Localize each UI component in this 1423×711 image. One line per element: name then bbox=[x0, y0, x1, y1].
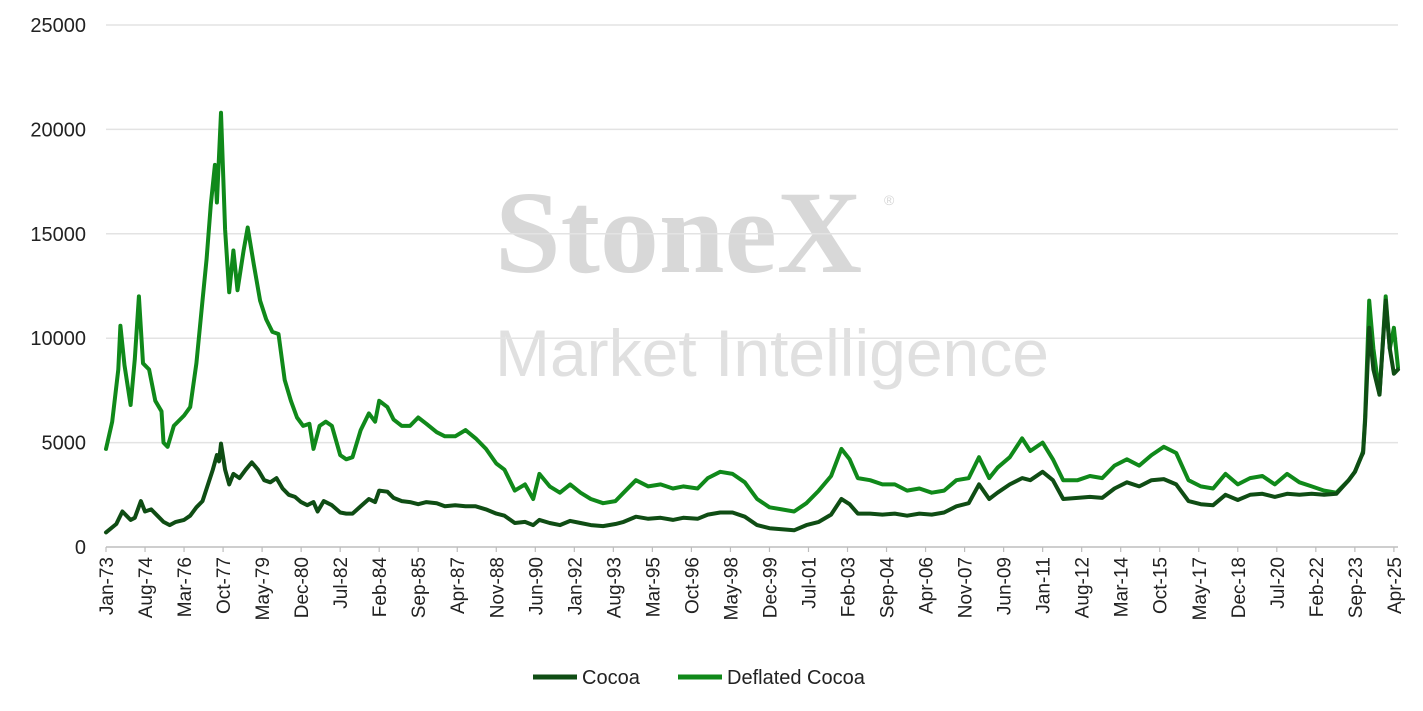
x-tick-label: Oct-96 bbox=[682, 557, 703, 614]
series-line-cocoa bbox=[104, 298, 1400, 535]
legend: Cocoa Deflated Cocoa bbox=[533, 667, 866, 689]
y-tick-label: 10000 bbox=[30, 328, 86, 350]
x-tick-label: Jul-01 bbox=[799, 557, 820, 609]
x-tick-label: Mar-76 bbox=[175, 557, 196, 617]
x-tick-label: Mar-95 bbox=[643, 557, 664, 617]
x-tick-label: May-79 bbox=[253, 557, 274, 620]
y-tick-label: 5000 bbox=[42, 433, 87, 455]
legend-label: Deflated Cocoa bbox=[727, 667, 866, 689]
x-tick-label: Nov-88 bbox=[487, 557, 508, 618]
x-tick-label: Feb-22 bbox=[1307, 557, 1328, 617]
x-tick-label: Jul-82 bbox=[331, 557, 352, 609]
x-tick-label: Jan-11 bbox=[1034, 557, 1055, 614]
legend-label: Cocoa bbox=[582, 667, 641, 689]
x-tick-label: Aug-12 bbox=[1073, 557, 1094, 618]
x-tick-label: Apr-25 bbox=[1385, 557, 1406, 614]
x-tick-label: Dec-18 bbox=[1229, 557, 1250, 618]
y-tick-label: 25000 bbox=[30, 15, 86, 37]
watermark-registered: ® bbox=[884, 192, 895, 208]
x-tick-label: Oct-77 bbox=[214, 557, 235, 614]
x-tick-label: Sep-85 bbox=[409, 557, 430, 618]
gridlines bbox=[106, 24, 1398, 444]
watermark-subtitle: Market Intelligence bbox=[495, 316, 1049, 390]
x-tick-label: Oct-15 bbox=[1151, 557, 1172, 614]
x-tick-label: Jan-92 bbox=[565, 557, 586, 615]
y-tick-label: 15000 bbox=[30, 224, 86, 246]
y-axis: 0 5000 10000 15000 20000 25000 bbox=[30, 15, 86, 559]
x-tick-label: Jul-20 bbox=[1268, 557, 1289, 609]
series-line-deflated-cocoa bbox=[104, 110, 1400, 514]
y-tick-label: 20000 bbox=[30, 119, 86, 141]
x-tick-label: Feb-84 bbox=[370, 557, 391, 618]
x-tick-label: Apr-87 bbox=[448, 557, 469, 614]
x-tick-label: Sep-04 bbox=[878, 557, 899, 619]
watermark-brand: StoneX bbox=[495, 167, 862, 298]
x-tick-label: Apr-06 bbox=[917, 557, 938, 614]
x-tick-label: May-98 bbox=[721, 557, 742, 620]
x-tick-label: Nov-07 bbox=[956, 557, 977, 618]
x-tick-label: Dec-99 bbox=[760, 557, 781, 618]
series-group bbox=[104, 110, 1400, 535]
x-tick-label: Sep-23 bbox=[1346, 557, 1367, 618]
x-tick-label: Jan-73 bbox=[97, 557, 118, 615]
x-tick-label: Mar-14 bbox=[1112, 557, 1133, 618]
x-tick-label: Jun-90 bbox=[526, 557, 547, 615]
watermark: StoneX ® Market Intelligence bbox=[495, 167, 1049, 390]
x-tick-label: Feb-03 bbox=[839, 557, 860, 617]
x-axis: Jan-73 Aug-74 Mar-76 Oct-77 May-79 Dec-80 Jul-… bbox=[97, 546, 1406, 620]
y-tick-label: 0 bbox=[75, 537, 86, 559]
x-tick-label: Dec-80 bbox=[292, 557, 313, 618]
x-tick-label: Aug-74 bbox=[136, 557, 157, 619]
x-tick-label: Aug-93 bbox=[604, 557, 625, 618]
x-tick-label: May-17 bbox=[1190, 557, 1211, 620]
x-tick-label: Jun-09 bbox=[995, 557, 1016, 615]
